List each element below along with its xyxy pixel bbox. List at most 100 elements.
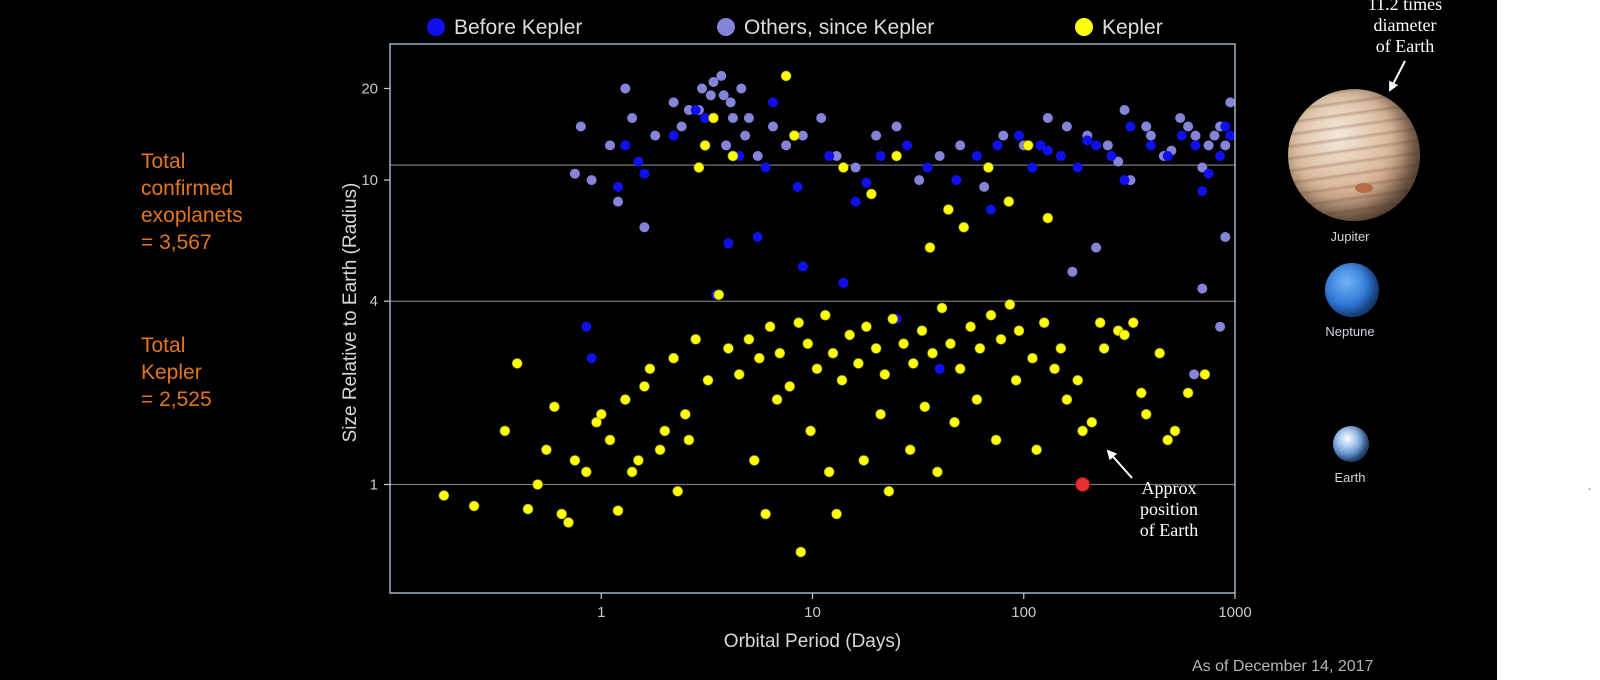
point-before-kepler-2 [668, 130, 679, 141]
point-kepler-32 [844, 329, 856, 341]
point-kepler-93 [771, 394, 783, 405]
point-kepler-77 [1003, 196, 1015, 207]
neptune-label: Neptune [1325, 324, 1375, 339]
point-kepler-88 [659, 425, 671, 437]
point-kepler-64 [699, 140, 711, 151]
as-of-date: As of December 14, 2017 [1192, 658, 1374, 675]
point-kepler-26 [793, 317, 805, 329]
point-kepler-90 [683, 434, 695, 446]
plot-frame [389, 43, 1236, 594]
point-kepler-46 [974, 343, 986, 354]
point-kepler-79 [1042, 212, 1054, 224]
point-kepler-12 [644, 363, 656, 375]
point-kepler-21 [743, 333, 755, 345]
point-others-since-kepler-42 [716, 70, 727, 81]
y-tick-label-2: 10 [361, 172, 378, 189]
data-points [438, 70, 1236, 558]
point-kepler-84 [595, 408, 607, 420]
point-kepler-43 [945, 338, 956, 350]
point-kepler-99 [875, 408, 886, 420]
y-tick-label-0: 1 [370, 476, 378, 493]
point-kepler-17 [702, 374, 714, 386]
point-kepler-15 [679, 408, 691, 420]
point-others-since-kepler-30 [1102, 140, 1113, 151]
point-kepler-40 [916, 325, 928, 337]
point-kepler-51 [1027, 352, 1038, 364]
point-kepler-57 [1098, 343, 1110, 354]
point-before-kepler-32 [752, 232, 763, 242]
point-kepler-115 [1199, 369, 1211, 380]
chart-axes: 1 10 100 1000 1 4 10 20 Orbital Period (Days) Siz… [340, 43, 1252, 652]
point-kepler-105 [971, 394, 983, 405]
point-others-since-kepler-4 [650, 130, 661, 141]
point-before-kepler-31 [613, 181, 623, 192]
point-kepler-92 [760, 508, 771, 520]
point-kepler-98 [858, 455, 870, 466]
point-kepler-33 [853, 358, 864, 369]
point-kepler-91 [748, 455, 760, 466]
point-before-kepler-27 [1215, 151, 1226, 161]
point-others-since-kepler-11 [740, 130, 751, 141]
point-kepler-49 [1004, 299, 1016, 310]
point-others-since-kepler-24 [979, 181, 990, 192]
point-before-kepler-34 [838, 277, 849, 288]
point-kepler-110 [1077, 425, 1088, 437]
point-kepler-3 [522, 503, 534, 515]
legend-label-1: Others, since Kepler [744, 16, 934, 39]
y-axis-label: Size Relative to Earth (Radius) [340, 183, 361, 443]
point-before-kepler-25 [1190, 140, 1201, 151]
y-tick-label-1: 4 [370, 293, 378, 310]
point-kepler-5 [556, 508, 568, 520]
point-others-since-kepler-63 [1091, 242, 1102, 253]
point-before-kepler-5 [760, 162, 771, 173]
point-kepler-85 [612, 505, 624, 517]
point-others-since-kepler-20 [891, 121, 902, 132]
point-kepler-16 [690, 333, 702, 345]
point-kepler-83 [563, 517, 574, 528]
point-kepler-66 [693, 162, 705, 173]
point-before-kepler-49 [723, 238, 734, 249]
point-others-since-kepler-50 [1183, 121, 1194, 132]
point-others-since-kepler-10 [727, 113, 738, 123]
point-others-since-kepler-16 [816, 113, 827, 123]
point-others-since-kepler-58 [743, 113, 754, 123]
point-others-since-kepler-44 [736, 83, 747, 94]
point-kepler-10 [619, 394, 631, 405]
point-before-kepler-16 [1035, 140, 1046, 151]
point-before-kepler-21 [1125, 121, 1136, 132]
point-kepler-97 [831, 508, 842, 520]
x-tick-label-2: 100 [1011, 604, 1036, 621]
point-kepler-63 [1182, 387, 1194, 399]
point-before-kepler-14 [992, 140, 1003, 151]
point-kepler-8 [591, 416, 602, 428]
point-kepler-39 [907, 358, 919, 369]
jupiter-note-arrow [1389, 60, 1406, 92]
point-kepler-111 [1094, 317, 1106, 329]
point-kepler-62 [1169, 425, 1181, 437]
point-kepler-6 [569, 455, 581, 466]
point-before-kepler-26 [1203, 168, 1214, 179]
point-kepler-95 [805, 425, 816, 437]
point-before-kepler-11 [922, 162, 933, 173]
y-tick-label-3: 20 [361, 80, 378, 97]
point-others-since-kepler-43 [725, 97, 736, 108]
point-others-since-kepler-35 [1190, 130, 1201, 141]
point-kepler-101 [904, 444, 916, 456]
point-kepler-25 [784, 381, 796, 392]
point-kepler-0 [438, 490, 450, 501]
point-kepler-102 [919, 401, 931, 413]
legend-label-0: Before Kepler [454, 16, 582, 39]
point-others-since-kepler-19 [871, 130, 882, 141]
total-kepler-stat: Total Kepler = 2,525 [141, 334, 212, 411]
point-others-since-kepler-17 [831, 151, 842, 161]
point-before-kepler-40 [586, 353, 597, 364]
point-before-kepler-12 [951, 175, 962, 186]
point-kepler-56 [1086, 416, 1098, 428]
x-tick-label-1: 10 [804, 604, 821, 621]
legend-label-2: Kepler [1102, 16, 1163, 39]
point-before-kepler-6 [792, 181, 803, 192]
point-before-kepler-20 [1106, 151, 1117, 161]
point-kepler-4 [541, 444, 552, 456]
point-others-since-kepler-38 [1225, 97, 1236, 108]
point-others-since-kepler-45 [613, 196, 623, 207]
